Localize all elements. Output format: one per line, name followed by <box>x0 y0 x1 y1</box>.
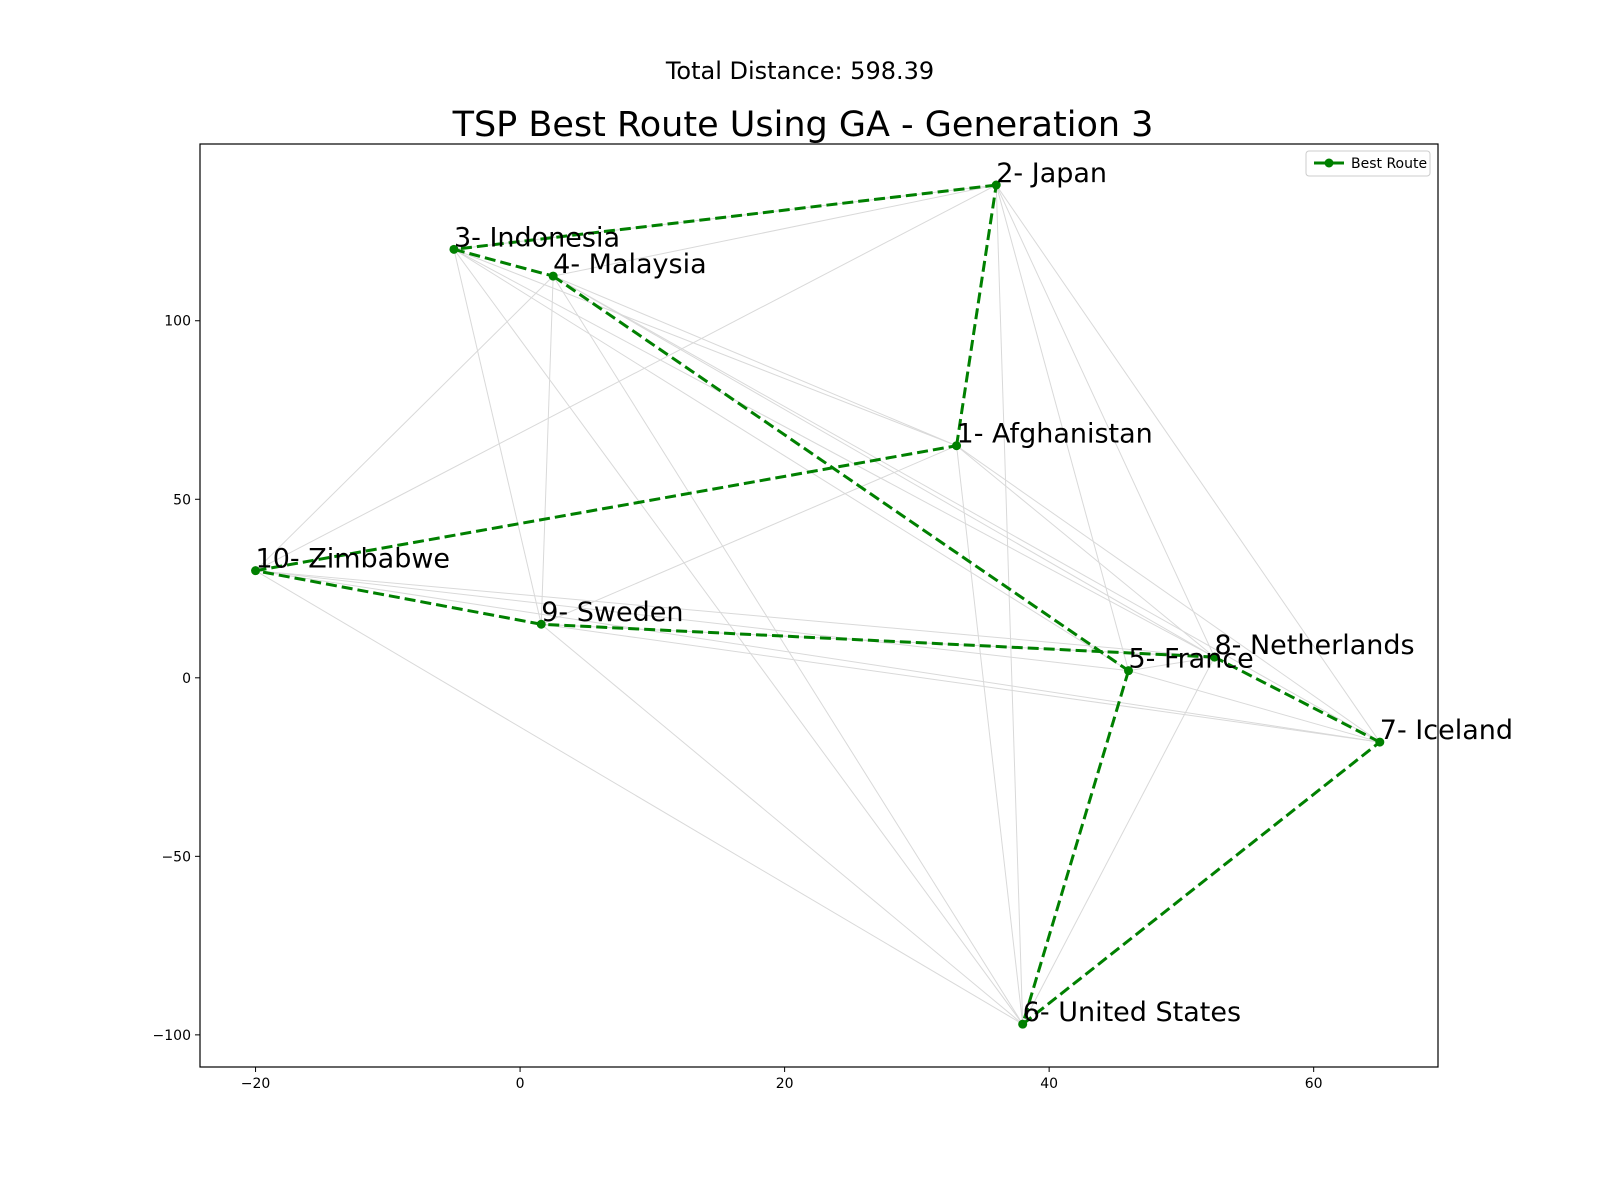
route-marker <box>548 271 558 281</box>
background-edge <box>552 275 1381 743</box>
route-marker <box>1209 652 1219 662</box>
background-edge <box>995 184 1215 658</box>
background-edge <box>540 623 1024 1025</box>
city-label: 10- Zimbabwe <box>256 544 450 575</box>
x-tick-label: 60 <box>1305 1076 1323 1092</box>
background-edge <box>453 249 542 625</box>
route-marker <box>251 566 261 576</box>
background-edge <box>255 570 1380 743</box>
figure-suptitle: Total Distance: 598.39 <box>665 57 934 85</box>
route-segment <box>255 444 957 573</box>
legend: Best Route <box>1305 150 1431 177</box>
route-marker <box>1018 1019 1028 1029</box>
background-edge <box>255 570 1023 1025</box>
x-tick-label: 40 <box>1040 1076 1058 1092</box>
background-edge <box>540 276 554 625</box>
background-edge <box>956 445 1024 1025</box>
background-edge <box>995 185 1024 1025</box>
route-markers <box>251 180 1385 1029</box>
y-tick-label: −100 <box>153 1028 191 1044</box>
background-edge <box>255 275 554 572</box>
background-edge <box>956 445 1381 743</box>
route-segment <box>541 622 1215 659</box>
background-edge <box>541 623 1380 743</box>
city-label: 7- Iceland <box>1380 715 1513 746</box>
y-tick-label: 0 <box>182 671 191 687</box>
route-segment <box>453 247 554 278</box>
x-tick-label: −20 <box>241 1076 271 1092</box>
background-edge <box>453 248 1129 672</box>
background-edge <box>553 184 997 277</box>
route-marker <box>1124 666 1133 676</box>
background-edge <box>552 275 1215 658</box>
x-tick-label: 0 <box>516 1076 525 1092</box>
route-marker <box>449 244 459 254</box>
background-edge <box>1128 656 1215 672</box>
route-marker <box>952 441 962 451</box>
legend-label: Best Route <box>1351 156 1427 172</box>
background-edge <box>255 570 1215 658</box>
legend-box <box>1305 150 1431 177</box>
city-label: 1- Afghanistan <box>957 419 1153 450</box>
route-segment <box>1213 655 1381 744</box>
x-axis: −20 0 20 40 60 <box>241 1067 1323 1092</box>
background-edge <box>255 570 1129 672</box>
legend-marker-sample <box>1324 158 1334 168</box>
chart-title: TSP Best Route Using GA - Generation 3 <box>452 105 1154 145</box>
background-edge <box>453 249 1024 1025</box>
route-segment <box>1021 740 1381 1026</box>
background-edge <box>995 184 1129 671</box>
background-edge <box>1128 670 1380 743</box>
background-edge <box>453 248 957 447</box>
plot-area-frame <box>199 143 1439 1068</box>
background-edge <box>956 445 1215 658</box>
city-label: 2- Japan <box>996 158 1107 189</box>
background-edge <box>1022 656 1215 1025</box>
background-edge <box>552 275 1024 1025</box>
background-edge <box>453 248 1215 658</box>
route-segment <box>552 274 1130 672</box>
city-label: 6- United States <box>1023 997 1241 1028</box>
route-lines <box>255 183 1381 1026</box>
route-segment <box>955 184 998 446</box>
y-tick-label: 50 <box>173 492 191 508</box>
background-edge <box>541 445 957 625</box>
city-label: 3- Indonesia <box>454 222 620 253</box>
city-label: 5- France <box>1129 644 1254 675</box>
route-segment <box>453 183 997 251</box>
route-segment <box>1021 670 1130 1025</box>
y-axis: −100 −50 0 50 100 <box>153 314 200 1044</box>
city-label: 4- Malaysia <box>553 249 706 280</box>
city-label: 8- Netherlands <box>1214 630 1414 661</box>
y-tick-label: 100 <box>164 314 191 330</box>
city-label: 9- Sweden <box>541 597 683 628</box>
route-segment <box>255 569 542 626</box>
background-edge <box>255 184 997 572</box>
route-marker <box>536 619 546 629</box>
background-edge <box>995 184 1381 743</box>
y-tick-label: −50 <box>161 849 191 865</box>
background-edge <box>552 275 957 447</box>
x-tick-label: 20 <box>776 1076 794 1092</box>
route-marker <box>991 180 1001 190</box>
route-marker <box>1375 737 1385 747</box>
